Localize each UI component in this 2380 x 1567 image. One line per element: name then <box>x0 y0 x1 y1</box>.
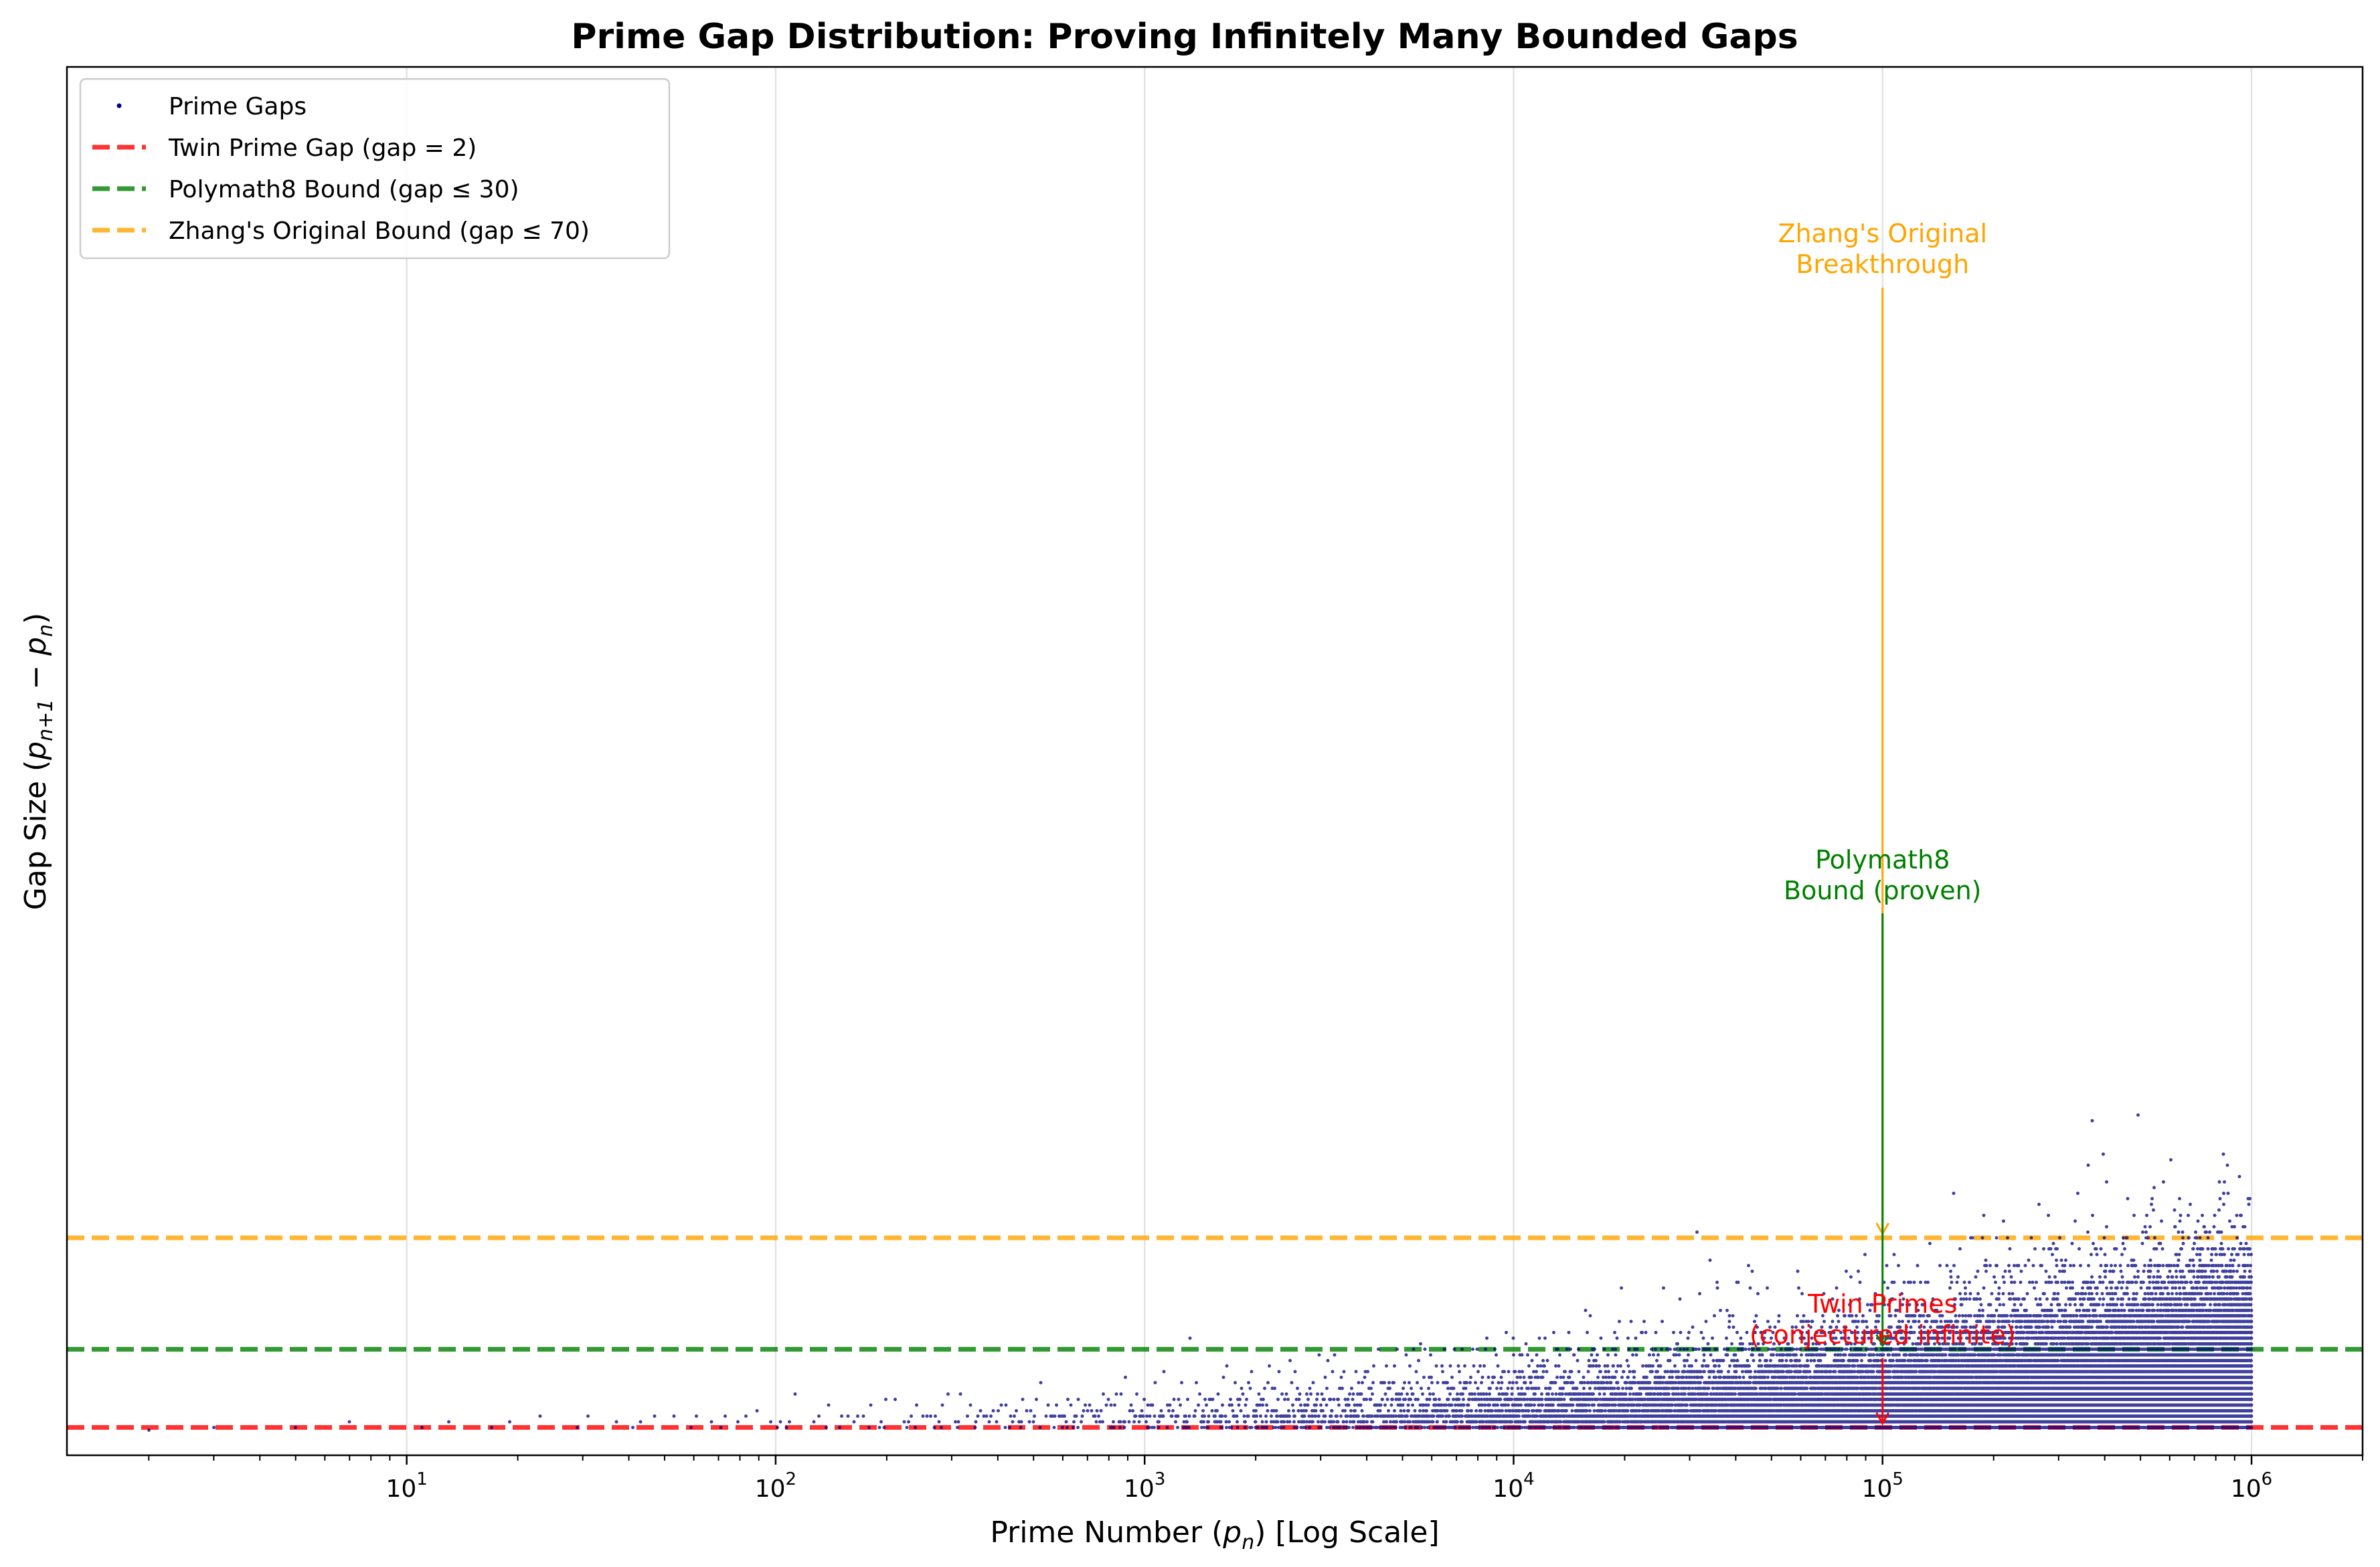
annotation-line: Polymath8 <box>1815 845 1950 874</box>
legend-label: Polymath8 Bound (gap ≤ 30) <box>169 176 519 203</box>
annotation-line: Twin Primes <box>1807 1289 1957 1319</box>
y-axis-label: Gap Size (pn+1 − pn) <box>19 613 58 911</box>
x-tick-label: 105 <box>1862 1469 1903 1503</box>
x-axis-label: Prime Number (pn) [Log Scale] <box>990 1515 1439 1554</box>
x-tick-label: 104 <box>1493 1469 1534 1503</box>
arrow-head <box>1875 1333 1890 1348</box>
x-tick-label: 102 <box>755 1469 796 1503</box>
annotation-line: Zhang's Original <box>1778 219 1987 248</box>
legend: Prime Gaps Twin Prime Gap (gap = 2) Polyma… <box>79 78 671 260</box>
legend-entry: Prime Gaps <box>116 93 307 120</box>
x-gridlines <box>406 67 2253 1455</box>
annotation-line: Breakthrough <box>1796 250 1969 279</box>
annotation-line: (conjectured infinite) <box>1750 1320 2016 1350</box>
legend-frame <box>79 78 671 260</box>
legend-entry: Polymath8 Bound (gap ≤ 30) <box>92 176 519 203</box>
x-tick-label: 106 <box>2231 1469 2272 1503</box>
annotation: Twin Primes(conjectured infinite) <box>1750 1289 2016 1426</box>
legend-entry: Twin Prime Gap (gap = 2) <box>92 134 477 162</box>
x-label-text: Prime Number ( <box>990 1515 1223 1550</box>
x-tick-label: 103 <box>1124 1469 1165 1503</box>
chart-title: Prime Gap Distribution: Proving Infinite… <box>571 17 1798 57</box>
legend-marker <box>116 103 122 108</box>
x-axis-ticks: 101 102 103 104 105 106 <box>148 1455 2363 1503</box>
annotation-line: Bound (proven) <box>1784 876 1981 905</box>
plot-frame <box>66 66 2364 1457</box>
legend-entry: Zhang's Original Bound (gap ≤ 70) <box>92 217 590 245</box>
x-tick-label: 101 <box>386 1469 427 1503</box>
arrow-head <box>1875 1412 1890 1426</box>
legend-label: Zhang's Original Bound (gap ≤ 70) <box>169 217 590 245</box>
prime-gap-points <box>147 1113 2254 1432</box>
legend-label: Twin Prime Gap (gap = 2) <box>168 134 477 162</box>
legend-label: Prime Gaps <box>169 93 307 120</box>
scatter-points <box>147 1113 2254 1432</box>
